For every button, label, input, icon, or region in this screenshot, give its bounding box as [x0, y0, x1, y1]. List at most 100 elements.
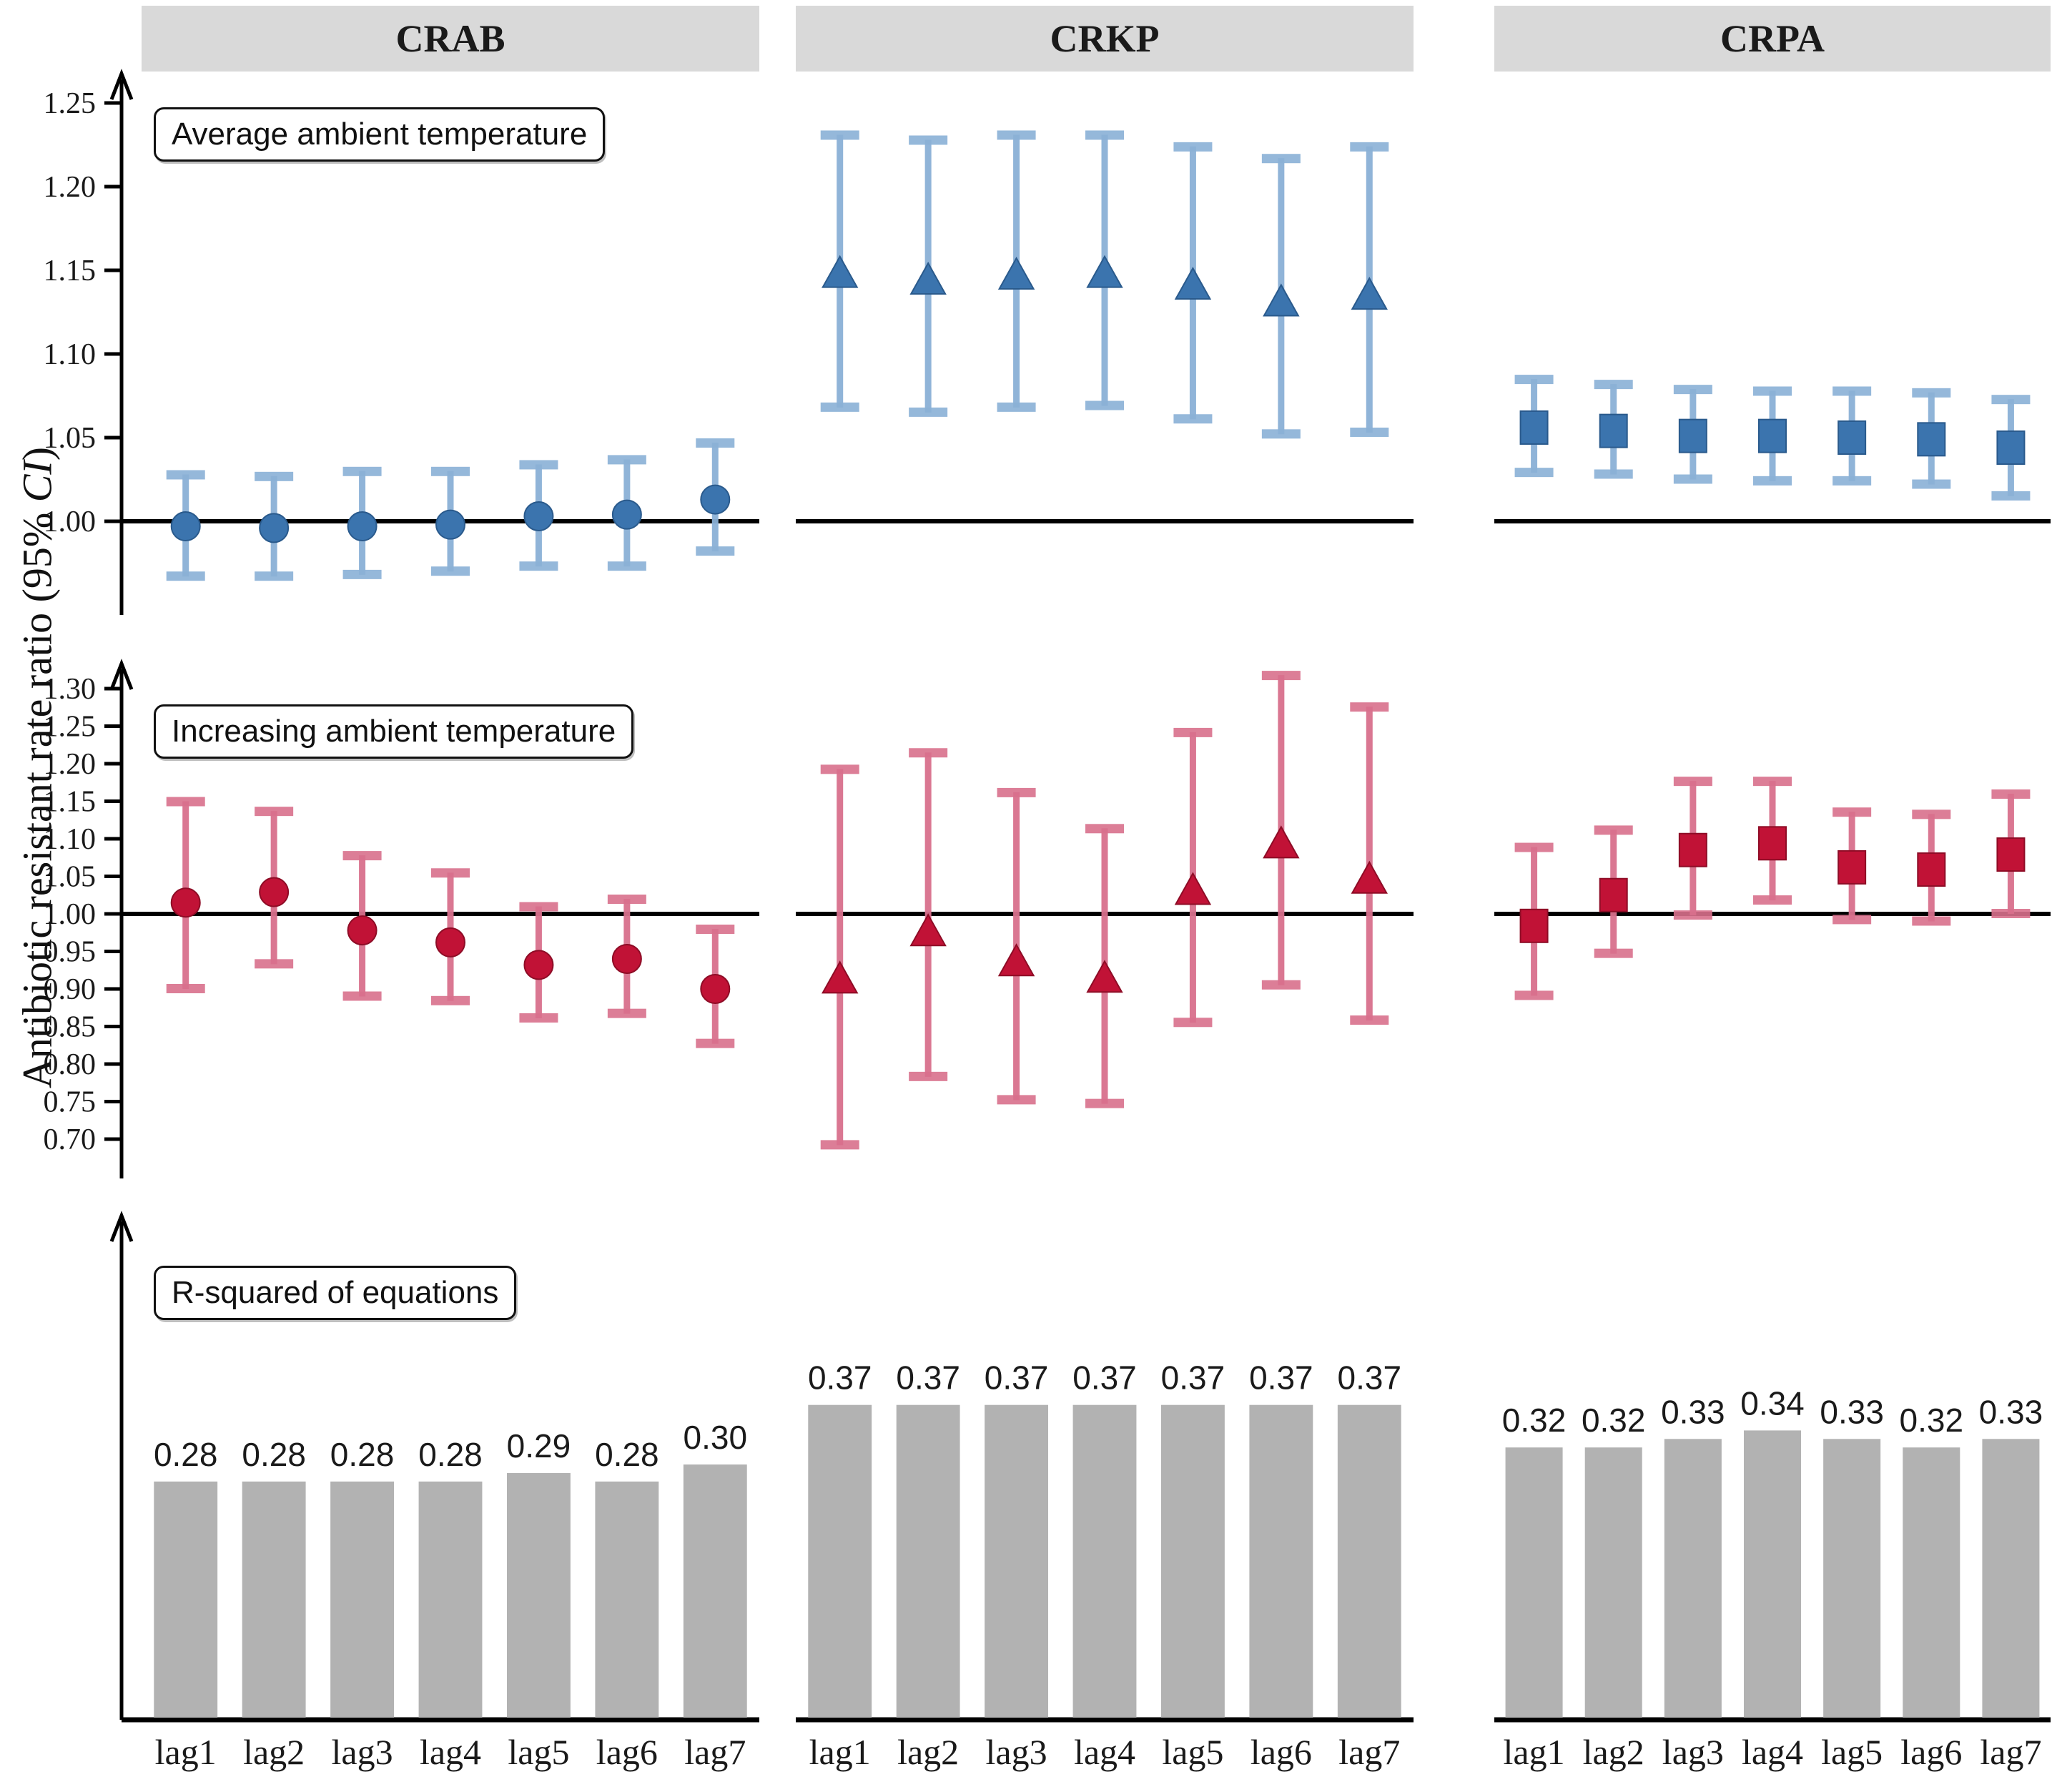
marker-crab-lag7 — [700, 974, 731, 1004]
bar-value-label: 0.37 — [1338, 1359, 1402, 1397]
y-tick-label: 1.05 — [44, 422, 97, 455]
y-tick-label: 1.20 — [44, 171, 97, 204]
row-label-r-squared: R-squared of equations — [154, 1266, 517, 1320]
bar-crpa-lag2 — [1584, 1447, 1642, 1718]
bar-value-label: 0.29 — [507, 1427, 571, 1464]
marker-crab-lag4 — [435, 509, 465, 540]
error-bar — [837, 769, 844, 1146]
bar-crpa-lag4 — [1743, 1430, 1802, 1718]
marker-crkp-lag7 — [1351, 860, 1388, 894]
marker-crkp-lag6 — [1263, 825, 1300, 859]
marker-crab-lag5 — [523, 950, 554, 980]
bar-crpa-lag1 — [1505, 1447, 1563, 1718]
bar-value-label: 0.33 — [1820, 1393, 1884, 1430]
marker-crpa-lag7 — [1996, 430, 2026, 466]
marker-crkp-lag7 — [1351, 277, 1388, 310]
y-tick-label: 1.10 — [44, 338, 97, 371]
marker-crab-lag3 — [347, 915, 378, 946]
panel-header-crab: CRAB — [142, 6, 759, 72]
x-tick-label-lag3: lag3 — [986, 1732, 1047, 1772]
marker-crab-lag6 — [611, 944, 642, 974]
marker-crpa-lag6 — [1917, 852, 1946, 887]
panel-header-crkp: CRKP — [796, 6, 1414, 72]
marker-crab-lag7 — [700, 484, 731, 515]
marker-crab-lag1 — [170, 511, 201, 542]
x-tick-label-lag5: lag5 — [1821, 1732, 1883, 1772]
bar-value-label: 0.33 — [1661, 1393, 1725, 1430]
marker-crpa-lag1 — [1519, 908, 1549, 943]
bar-crab-lag3 — [330, 1481, 395, 1718]
bar-value-label: 0.33 — [1979, 1393, 2043, 1430]
marker-crpa-lag3 — [1678, 418, 1707, 453]
y-tick-label: 1.15 — [44, 255, 97, 287]
bar-value-label: 0.32 — [1900, 1402, 1964, 1439]
bar-crpa-lag5 — [1823, 1439, 1881, 1718]
bar-value-label: 0.28 — [595, 1436, 659, 1473]
marker-crab-lag2 — [259, 877, 290, 907]
bar-value-label: 0.37 — [985, 1359, 1049, 1397]
y-tick-label: 1.20 — [44, 748, 97, 781]
marker-crkp-lag3 — [997, 256, 1035, 290]
marker-crab-lag3 — [347, 511, 378, 542]
x-tick-label-lag4: lag4 — [1074, 1732, 1135, 1772]
bar-crab-lag7 — [683, 1464, 747, 1718]
bar-crkp-lag2 — [896, 1404, 960, 1718]
row-label-increasing-temperature: Increasing ambient temperature — [154, 704, 634, 759]
marker-crab-lag1 — [170, 887, 201, 918]
bar-crkp-lag4 — [1072, 1404, 1137, 1718]
bar-crab-lag1 — [154, 1481, 218, 1718]
x-tick-label-lag5: lag5 — [1162, 1732, 1223, 1772]
x-tick-label-lag2: lag2 — [1583, 1732, 1644, 1772]
marker-crkp-lag5 — [1174, 872, 1212, 905]
y-tick-label: 0.75 — [44, 1086, 97, 1119]
marker-crkp-lag1 — [822, 255, 859, 288]
y-tick-label: 1.10 — [44, 823, 97, 856]
y-tick-label: 1.15 — [44, 786, 97, 819]
bar-value-label: 0.34 — [1740, 1384, 1805, 1422]
x-tick-label-lag4: lag4 — [420, 1732, 481, 1772]
x-tick-label-lag5: lag5 — [508, 1732, 569, 1772]
marker-crab-lag4 — [435, 927, 465, 957]
marker-crkp-lag2 — [909, 261, 947, 295]
x-tick-label-lag7: lag7 — [684, 1732, 746, 1772]
bar-value-label: 0.28 — [418, 1436, 483, 1473]
y-tick-label: 1.00 — [44, 506, 97, 538]
bar-value-label: 0.30 — [684, 1419, 748, 1456]
marker-crkp-lag3 — [997, 943, 1035, 977]
x-tick-label-lag1: lag1 — [1504, 1732, 1565, 1772]
bar-value-label: 0.37 — [1161, 1359, 1225, 1397]
marker-crab-lag2 — [259, 513, 290, 543]
marker-crpa-lag4 — [1758, 826, 1787, 861]
marker-crkp-lag4 — [1086, 960, 1123, 993]
bar-crpa-lag6 — [1903, 1447, 1960, 1718]
bar-value-label: 0.37 — [1072, 1359, 1137, 1397]
bar-value-label: 0.28 — [330, 1436, 395, 1473]
y-axis-arrow-icon — [109, 1211, 134, 1242]
y-tick-label: 0.95 — [44, 936, 97, 969]
y-axis-arrow-icon — [109, 659, 134, 690]
marker-crpa-lag2 — [1599, 877, 1628, 912]
bar-crab-lag6 — [595, 1481, 659, 1718]
x-tick-label-lag7: lag7 — [1980, 1732, 2041, 1772]
bar-crkp-lag1 — [808, 1404, 872, 1718]
x-tick-label-lag2: lag2 — [897, 1732, 959, 1772]
marker-crpa-lag2 — [1599, 413, 1628, 448]
bar-crkp-lag6 — [1249, 1404, 1313, 1718]
bar-crkp-lag5 — [1160, 1404, 1225, 1718]
y-axis-arrow-icon — [109, 69, 134, 100]
x-tick-label-lag6: lag6 — [1251, 1732, 1312, 1772]
panel-header-crpa: CRPA — [1494, 6, 2051, 72]
x-tick-label-lag6: lag6 — [1900, 1732, 1962, 1772]
marker-crpa-lag6 — [1917, 422, 1946, 457]
bar-crpa-lag7 — [1982, 1439, 2040, 1718]
y-tick-label: 1.00 — [44, 898, 97, 931]
marker-crpa-lag4 — [1758, 418, 1787, 453]
marker-crkp-lag2 — [909, 913, 947, 947]
y-axis-title-close: ) — [14, 446, 61, 461]
marker-crkp-lag5 — [1174, 267, 1212, 300]
y-tick-label: 1.05 — [44, 861, 97, 894]
marker-crkp-lag6 — [1263, 283, 1300, 317]
marker-crpa-lag7 — [1996, 837, 2026, 872]
